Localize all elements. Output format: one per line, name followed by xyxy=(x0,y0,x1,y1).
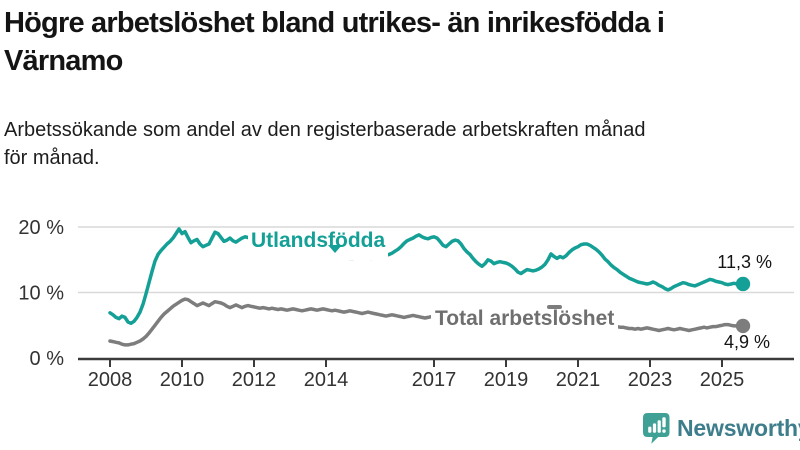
series-line-peek-total xyxy=(547,305,562,309)
end-value-total-arbetsloshet: 4,9 % xyxy=(723,332,770,352)
series-line-total xyxy=(108,297,745,347)
chart-title-line1: Högre arbetslöshet bland utrikes- än inr… xyxy=(4,7,665,39)
x-tick-label-2014: 2014 xyxy=(304,369,349,391)
x-tick-label-2021: 2021 xyxy=(556,369,601,391)
end-dot-utlandsfodda xyxy=(735,276,751,292)
x-tick-label-2017: 2017 xyxy=(412,369,457,391)
series-label-total-arbetsloshet: Total arbetslöshet xyxy=(431,307,619,336)
end-value-utlandsfodda: 11,3 % xyxy=(717,252,772,272)
x-tick-label-2008: 2008 xyxy=(88,369,133,391)
x-tick-label-2023: 2023 xyxy=(628,369,673,391)
series-label-utlandsfodda: Utlandsfödda xyxy=(248,229,389,260)
x-tick-label-2019: 2019 xyxy=(484,369,529,391)
chart-title-line2: Värnamo xyxy=(4,45,123,77)
chart-title: Högre arbetslöshet bland utrikes- än inr… xyxy=(4,4,800,80)
chart-subtitle-line1: Arbetssökande som andel av den registerb… xyxy=(4,119,646,141)
x-tick-label-2012: 2012 xyxy=(232,369,277,391)
y-tick-label-10: 10 % xyxy=(18,283,64,305)
chart-subtitle: Arbetssökande som andel av den registerb… xyxy=(4,116,794,172)
x-tick-label-2010: 2010 xyxy=(160,369,205,391)
series-line-utlandsfodda xyxy=(108,227,745,326)
newsworthy-logo-icon xyxy=(643,413,670,444)
newsworthy-logo-text: Newsworthy xyxy=(677,415,800,441)
end-dot-total xyxy=(735,318,751,334)
chart-subtitle-line2: för månad. xyxy=(4,147,100,169)
y-tick-label-20: 20 % xyxy=(18,217,64,239)
newsworthy-logo: Newsworthy xyxy=(643,413,800,444)
x-tick-label-2025: 2025 xyxy=(700,369,745,391)
y-tick-label-0: 0 % xyxy=(30,348,65,370)
series-label-pointer-utlandsfodda xyxy=(328,245,342,253)
